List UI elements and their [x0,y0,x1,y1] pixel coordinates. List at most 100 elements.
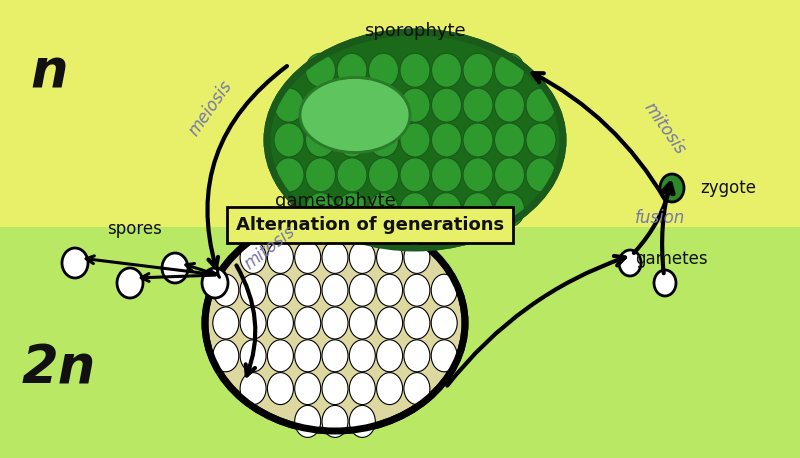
Ellipse shape [300,77,410,153]
Text: n: n [30,47,67,99]
Ellipse shape [267,307,294,339]
Ellipse shape [463,158,493,192]
Ellipse shape [619,250,641,276]
Ellipse shape [494,123,525,157]
Ellipse shape [322,373,348,404]
Text: zygote: zygote [700,179,756,197]
Ellipse shape [494,193,525,227]
Ellipse shape [377,340,402,372]
FancyArrowPatch shape [86,256,215,275]
Ellipse shape [337,88,367,122]
Ellipse shape [306,88,335,122]
Ellipse shape [274,158,304,192]
Ellipse shape [240,340,266,372]
Ellipse shape [240,307,266,339]
Ellipse shape [267,32,563,248]
Ellipse shape [369,88,398,122]
Ellipse shape [400,158,430,192]
Ellipse shape [267,241,294,273]
Ellipse shape [526,123,556,157]
Ellipse shape [337,123,367,157]
Ellipse shape [377,307,402,339]
Ellipse shape [322,405,348,437]
FancyArrowPatch shape [210,267,219,278]
Ellipse shape [267,274,294,306]
Ellipse shape [306,158,335,192]
Ellipse shape [463,53,493,87]
Text: gametophyte: gametophyte [274,192,395,210]
FancyArrowPatch shape [237,265,255,376]
Ellipse shape [213,307,239,339]
Ellipse shape [294,241,321,273]
Ellipse shape [377,241,402,273]
Ellipse shape [306,123,335,157]
Ellipse shape [306,193,335,227]
Ellipse shape [463,88,493,122]
Ellipse shape [350,405,375,437]
Ellipse shape [117,268,143,298]
FancyArrowPatch shape [186,263,215,274]
Bar [0,227,800,458]
Ellipse shape [526,88,556,122]
Text: fusion: fusion [635,209,686,227]
Ellipse shape [463,193,493,227]
Ellipse shape [404,373,430,404]
FancyArrowPatch shape [533,73,666,201]
Ellipse shape [240,373,266,404]
Ellipse shape [322,208,348,240]
Ellipse shape [431,53,462,87]
Ellipse shape [205,215,465,431]
Ellipse shape [162,253,188,283]
Ellipse shape [369,53,398,87]
Ellipse shape [294,208,321,240]
Ellipse shape [213,340,239,372]
Text: mitosis: mitosis [241,223,299,273]
Text: spores: spores [107,220,162,238]
Ellipse shape [294,373,321,404]
Ellipse shape [431,123,462,157]
Ellipse shape [306,53,335,87]
Text: 2n: 2n [22,342,96,394]
Ellipse shape [294,340,321,372]
Ellipse shape [494,88,525,122]
Ellipse shape [62,248,88,278]
Ellipse shape [337,158,367,192]
Ellipse shape [274,88,304,122]
FancyArrowPatch shape [207,66,287,268]
Ellipse shape [494,158,525,192]
Ellipse shape [350,274,375,306]
Ellipse shape [431,307,458,339]
Ellipse shape [322,274,348,306]
Text: sporophyte: sporophyte [364,22,466,40]
Ellipse shape [337,53,367,87]
Ellipse shape [240,241,266,273]
Ellipse shape [400,123,430,157]
Ellipse shape [494,53,525,87]
Ellipse shape [431,158,462,192]
Ellipse shape [377,274,402,306]
FancyArrowPatch shape [662,183,672,273]
Ellipse shape [322,307,348,339]
Ellipse shape [267,340,294,372]
Ellipse shape [267,373,294,404]
Text: gametes: gametes [635,250,708,268]
Ellipse shape [274,123,304,157]
Ellipse shape [369,158,398,192]
Ellipse shape [322,241,348,273]
Ellipse shape [431,340,458,372]
Ellipse shape [294,405,321,437]
Ellipse shape [369,193,398,227]
Ellipse shape [404,340,430,372]
Ellipse shape [400,88,430,122]
Ellipse shape [660,174,684,202]
Ellipse shape [431,274,458,306]
Ellipse shape [404,307,430,339]
Ellipse shape [294,274,321,306]
Ellipse shape [377,373,402,404]
Ellipse shape [350,208,375,240]
Ellipse shape [654,270,676,296]
Bar [0,0,800,227]
Ellipse shape [337,193,367,227]
FancyArrowPatch shape [141,273,215,281]
Ellipse shape [322,340,348,372]
